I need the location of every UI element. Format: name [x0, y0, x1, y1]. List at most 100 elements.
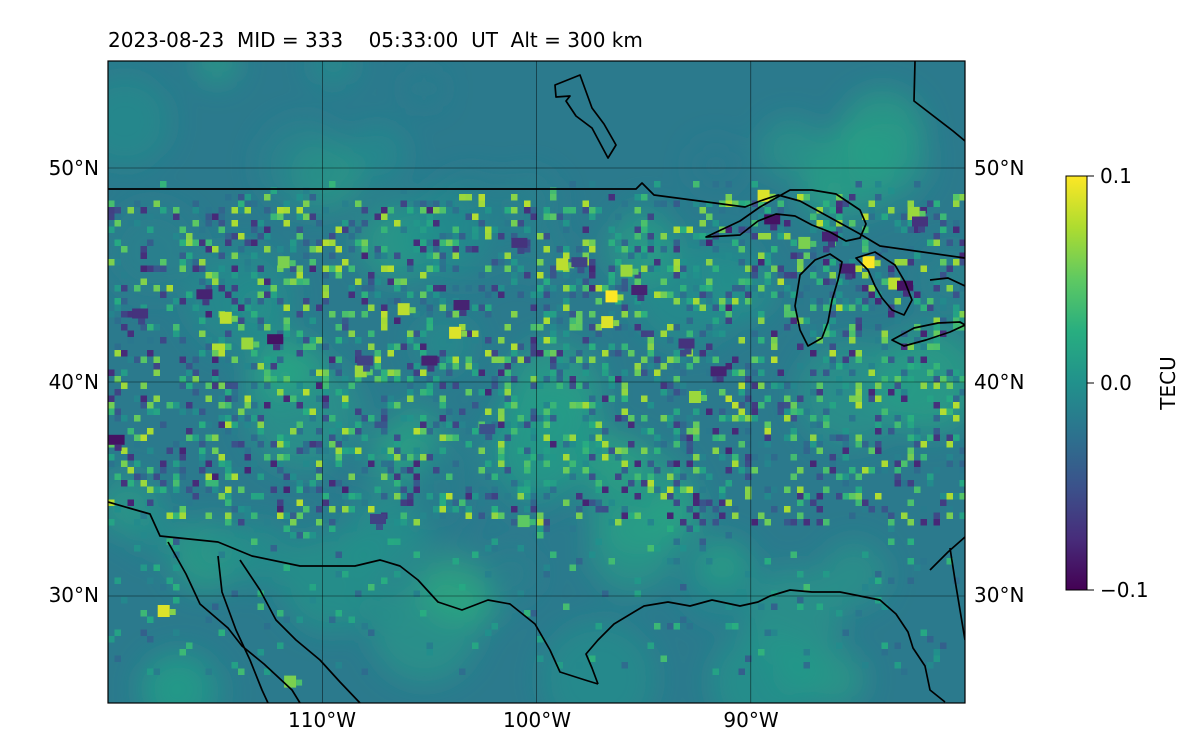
tec-cell	[894, 662, 901, 669]
tec-cell	[862, 467, 869, 474]
tec-cell	[810, 252, 817, 259]
tec-cell	[927, 473, 934, 480]
tec-cell	[251, 434, 258, 441]
tec-cell	[374, 356, 381, 363]
tec-cell	[322, 343, 329, 350]
tec-cell	[654, 545, 661, 552]
tec-cell	[855, 317, 862, 324]
tec-cell	[251, 272, 258, 279]
tec-cell	[303, 200, 310, 207]
tec-cell	[647, 239, 654, 246]
tec-cell	[530, 350, 537, 357]
tec-cell	[673, 408, 680, 415]
tec-cell	[472, 428, 479, 435]
tec-cell	[108, 402, 115, 409]
tec-cell	[868, 207, 875, 214]
tec-cell	[160, 584, 167, 591]
tec-cell	[212, 447, 219, 454]
tec-cell	[205, 246, 212, 253]
tec-cell	[888, 187, 895, 194]
tec-cell	[550, 272, 557, 279]
tec-cell	[608, 343, 615, 350]
tec-cell	[907, 538, 914, 545]
tec-cell	[244, 512, 251, 519]
tec-cell	[296, 447, 303, 454]
tec-cell	[855, 265, 862, 272]
tec-cell	[322, 291, 329, 298]
tec-cell	[680, 382, 687, 389]
tec-cell	[400, 467, 407, 474]
tec-cell	[563, 343, 570, 350]
tec-cell	[179, 259, 186, 266]
tec-cell	[413, 200, 420, 207]
tec-cell	[647, 480, 654, 487]
tec-cell	[251, 382, 258, 389]
tec-cell	[784, 233, 791, 240]
tec-cell	[478, 499, 485, 506]
tec-cell	[537, 655, 544, 662]
tec-cell	[634, 493, 641, 500]
tec-cell	[673, 538, 680, 545]
tec-cell	[511, 233, 518, 240]
tec-cell	[433, 220, 440, 227]
tec-cell	[192, 493, 199, 500]
tec-cell	[153, 408, 160, 415]
tec-cell	[303, 441, 310, 448]
tec-cell	[530, 454, 537, 461]
tec-cell	[277, 343, 284, 350]
tec-cell	[238, 441, 245, 448]
tec-cell	[582, 402, 589, 409]
tec-cell	[212, 369, 219, 376]
tec-cell	[199, 447, 206, 454]
tec-cell	[621, 460, 628, 467]
tec-cell	[296, 233, 303, 240]
tec-cell	[277, 512, 284, 519]
tec-cell	[810, 324, 817, 331]
tec-cell	[485, 350, 492, 357]
tec-cell	[667, 376, 674, 383]
tec-cell	[413, 376, 420, 383]
tec-cell	[199, 239, 206, 246]
tec-cell	[693, 454, 700, 461]
tec-cell	[179, 382, 186, 389]
tec-cell	[725, 200, 732, 207]
tec-cell	[959, 376, 965, 383]
tec-cell	[114, 389, 121, 396]
tec-cell	[140, 629, 147, 636]
tec-cell	[680, 200, 687, 207]
tec-cell	[667, 337, 674, 344]
tec-cell	[147, 428, 154, 435]
tec-cell	[368, 278, 375, 285]
tec-cell	[108, 259, 115, 266]
tec-cell	[862, 285, 869, 292]
tec-cell	[933, 343, 940, 350]
tec-cell	[225, 493, 232, 500]
tec-cell	[790, 291, 797, 298]
tec-cell	[173, 460, 180, 467]
tec-cell	[602, 369, 609, 376]
tec-cell	[134, 460, 141, 467]
tec-cell	[212, 213, 219, 220]
tec-cell	[784, 408, 791, 415]
tec-cell	[569, 291, 576, 298]
tec-cell	[205, 272, 212, 279]
tec-cell	[810, 421, 817, 428]
tec-cell	[205, 343, 212, 350]
tec-cell	[615, 233, 622, 240]
tec-cell	[225, 473, 232, 480]
tec-cell	[933, 415, 940, 422]
tec-cell	[582, 239, 589, 246]
tec-cell	[914, 460, 921, 467]
tec-cell	[712, 317, 719, 324]
tec-cell	[153, 668, 160, 675]
tec-cell	[303, 298, 310, 305]
tec-cell	[693, 421, 700, 428]
tec-cell	[745, 428, 752, 435]
tec-cell	[621, 467, 628, 474]
tec-cell	[751, 265, 758, 272]
tec-cell	[842, 480, 849, 487]
tec-cell	[400, 200, 407, 207]
tec-cell	[244, 239, 251, 246]
tec-cell	[881, 460, 888, 467]
tec-cell	[647, 519, 654, 526]
